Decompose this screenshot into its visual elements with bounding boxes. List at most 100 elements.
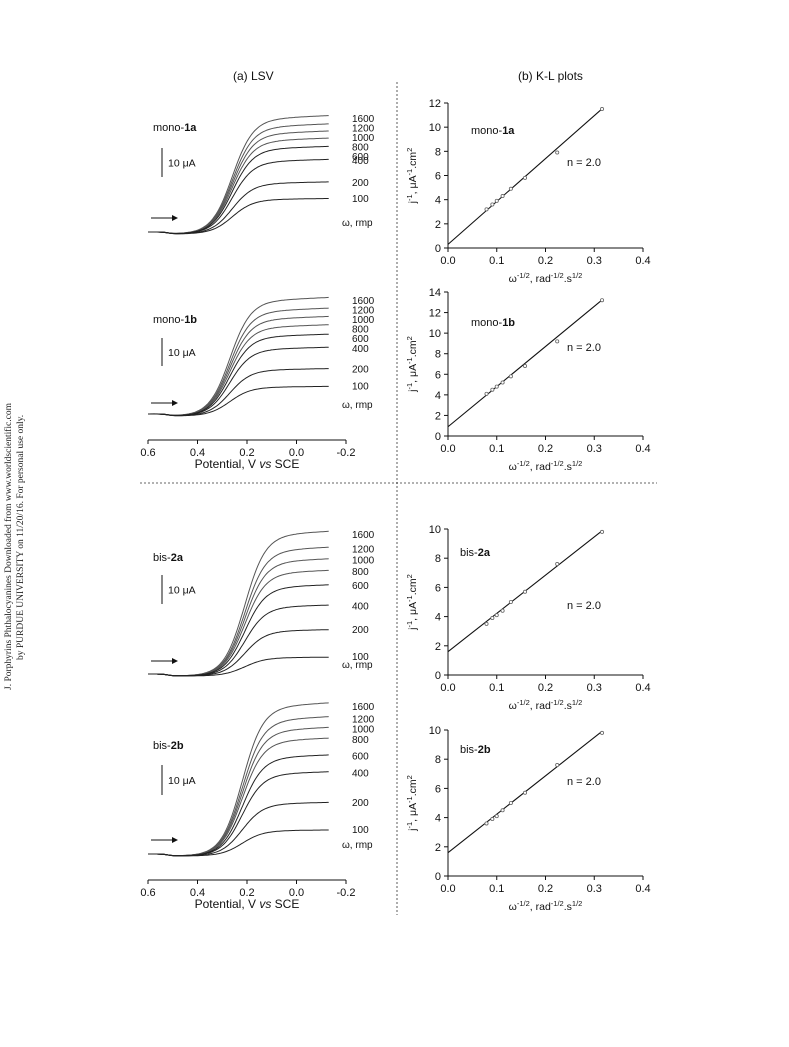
rotation-rate-label: 1200 [352, 544, 375, 555]
kl-n-annotation: n = 2.0 [567, 600, 601, 612]
kl-compound-label: bis-2b [460, 744, 491, 756]
lsv-x-tick-label: -0.2 [337, 447, 356, 459]
kl-y-tick-label: 8 [435, 146, 441, 158]
rotation-rate-label: 1200 [352, 124, 375, 135]
kl-y-tick-label: 4 [435, 390, 441, 402]
scan-arrow-head [172, 400, 178, 406]
kl-x-tick-label: 0.4 [635, 255, 650, 267]
kl-y-tick-label: 4 [435, 813, 441, 825]
kl-compound-label: mono-1a [471, 125, 515, 137]
kl-data-point [523, 589, 528, 594]
rotation-rate-label: 800 [352, 143, 369, 154]
rotation-rate-label: 600 [352, 152, 369, 163]
kl-y-axis-title: j-1, μA-1.cm2 [405, 148, 420, 205]
kl-x-tick-label: 0.3 [587, 883, 602, 895]
kl-x-tick-label: 0.4 [635, 682, 650, 694]
kl-data-point [523, 364, 528, 369]
kl-panel-2b: 0 2 4 6 8 10 0.0 0.1 0.2 0.3 0.4 ω-1/2, rad-1/2.s1/… [405, 725, 651, 913]
kl-y-tick-label: 6 [435, 582, 441, 594]
kl-data-point [494, 384, 499, 389]
kl-y-tick-label: 14 [429, 287, 441, 299]
rotation-rate-label: 400 [352, 156, 369, 167]
kl-y-tick-label: 8 [435, 349, 441, 361]
kl-data-point [555, 562, 560, 567]
rotation-rate-label: 800 [352, 735, 369, 746]
kl-y-tick-label: 12 [429, 98, 441, 110]
rotation-unit-label: ω, rmp [342, 400, 373, 411]
kl-data-point [600, 529, 605, 534]
kl-y-tick-label: 10 [429, 328, 441, 340]
kl-x-tick-label: 0.1 [489, 883, 504, 895]
lsv-x-tick-label: 0.2 [239, 447, 254, 459]
lsv-curve-1000 [148, 558, 329, 677]
kl-x-tick-label: 0.2 [538, 883, 553, 895]
kl-n-annotation: n = 2.0 [567, 157, 601, 169]
rotation-unit-label: ω, rmp [342, 660, 373, 671]
kl-y-tick-label: 2 [435, 842, 441, 854]
rotation-rate-label: 100 [352, 382, 369, 393]
kl-x-tick-label: 0.2 [538, 443, 553, 455]
kl-y-tick-label: 0 [435, 670, 441, 682]
rotation-unit-label: ω, rmp [342, 840, 373, 851]
kl-compound-label: bis-2a [460, 547, 491, 559]
kl-data-point [490, 387, 495, 392]
rotation-rate-label: 1600 [352, 114, 375, 125]
kl-y-tick-label: 8 [435, 754, 441, 766]
kl-data-point [508, 374, 513, 379]
rotation-rate-label: 1600 [352, 702, 375, 713]
kl-y-axis-title: j-1, μA-1.cm2 [405, 775, 420, 832]
kl-x-tick-label: 0.0 [440, 682, 455, 694]
kl-y-tick-label: 2 [435, 219, 441, 231]
lsv-compound-label: bis-2a [153, 552, 184, 564]
kl-data-point [508, 186, 513, 191]
kl-data-point [508, 600, 513, 605]
kl-y-axis-title: j-1, μA-1.cm2 [405, 574, 420, 631]
rotation-rate-label: 600 [352, 751, 369, 762]
rotation-rate-label: 100 [352, 825, 369, 836]
rotation-rate-label: 1000 [352, 133, 375, 144]
kl-y-tick-label: 4 [435, 195, 441, 207]
kl-panel-1a: 0 2 4 6 8 10 12 0.0 0.1 0.2 0.3 0.4 ω-1/2, rad-1/2.s… [405, 98, 651, 285]
rotation-rate-label: 400 [352, 601, 369, 612]
kl-n-annotation: n = 2.0 [567, 776, 601, 788]
rotation-rate-label: 400 [352, 769, 369, 780]
kl-x-tick-label: 0.2 [538, 682, 553, 694]
kl-panel-2a: 0 2 4 6 8 10 0.0 0.1 0.2 0.3 0.4 ω-1/2, rad-1/2.s1/… [405, 524, 651, 712]
rotation-rate-label: 200 [352, 625, 369, 636]
kl-data-point [490, 616, 495, 621]
rotation-rate-label: 200 [352, 178, 369, 189]
kl-x-tick-label: 0.3 [587, 255, 602, 267]
kl-data-point [523, 175, 528, 180]
scale-bar-label: 10 μA [168, 775, 196, 787]
lsv-x-tick-label: 0.0 [289, 887, 304, 899]
scan-arrow-head [172, 658, 178, 664]
kl-data-point [508, 801, 513, 806]
kl-x-tick-label: 0.0 [440, 443, 455, 455]
lsv-compound-label: mono-1a [153, 122, 197, 134]
kl-x-axis-title: ω-1/2, rad-1/2.s1/2 [509, 459, 583, 474]
kl-data-point [494, 198, 499, 203]
lsv-x-tick-label: 0.2 [239, 887, 254, 899]
kl-y-tick-label: 2 [435, 641, 441, 653]
kl-data-point [494, 613, 499, 618]
rotation-unit-label: ω, rmp [342, 218, 373, 229]
lsv-x-axis-title: Potential, V vs SCE [195, 457, 300, 471]
lsv-x-tick-label: 0.4 [190, 447, 205, 459]
kl-x-tick-label: 0.3 [587, 443, 602, 455]
kl-y-tick-label: 4 [435, 612, 441, 624]
kl-x-tick-label: 0.1 [489, 443, 504, 455]
kl-x-axis-title: ω-1/2, rad-1/2.s1/2 [509, 899, 583, 914]
kl-data-point [484, 391, 489, 396]
kl-x-tick-label: 0.2 [538, 255, 553, 267]
kl-y-tick-label: 2 [435, 410, 441, 422]
kl-data-point [555, 339, 560, 344]
kl-data-point [494, 814, 499, 819]
rotation-rate-label: 200 [352, 798, 369, 809]
kl-y-tick-label: 10 [429, 725, 441, 737]
lsv-curve-100 [148, 385, 329, 417]
lsv-curve-200 [148, 181, 329, 235]
kl-column-title: (b) K-L plots [518, 69, 583, 83]
kl-data-point [484, 207, 489, 212]
